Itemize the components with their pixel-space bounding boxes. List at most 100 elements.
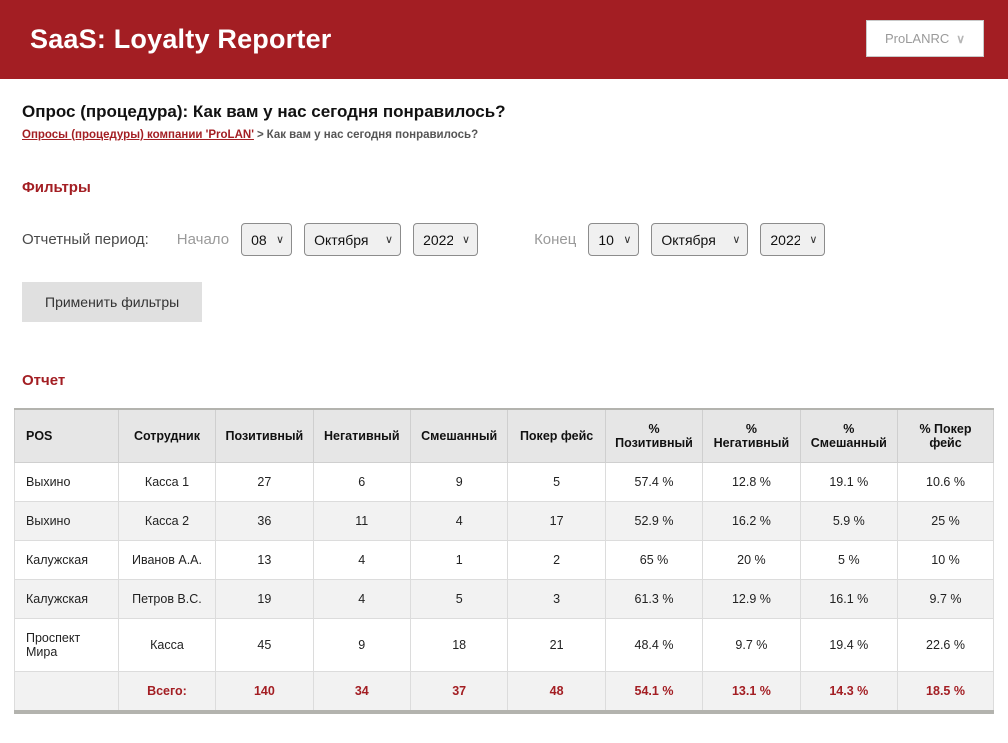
table-row: Калужская Иванов А.А. 13 4 1 2 65 % 20 % 5 % 10 % — [14, 540, 994, 580]
table-cell: 9 — [409, 462, 509, 502]
table-cell: Выхино — [14, 462, 119, 502]
total-cell: 54.1 % — [604, 671, 704, 713]
end-year-select[interactable]: 2022 — [760, 223, 826, 256]
column-header: Смешанный — [409, 408, 509, 463]
table-cell: 52.9 % — [604, 501, 704, 541]
start-year-select[interactable]: 2022 — [413, 223, 479, 256]
table-cell: 6 — [312, 462, 411, 502]
table-cell: 5 — [409, 579, 509, 619]
end-year-select-wrap: 2022 ∨ — [760, 223, 826, 256]
table-cell: 20 % — [702, 540, 801, 580]
breadcrumb-link-surveys[interactable]: Опросы (процедуры) компании 'ProLAN' — [22, 129, 254, 141]
app-title: SaaS: Loyalty Reporter — [30, 24, 332, 54]
table-cell: 12.9 % — [702, 579, 801, 619]
table-cell: 16.2 % — [702, 501, 801, 541]
column-header: Негативный — [312, 408, 411, 463]
end-month-select-wrap: Октября ∨ — [651, 223, 749, 256]
table-row: Калужская Петров В.С. 19 4 5 3 61.3 % 12.9 % 16.… — [14, 579, 994, 619]
breadcrumb-separator: > — [256, 129, 264, 141]
column-header: Сотрудник — [117, 408, 217, 463]
total-row: Всего: 140 34 37 48 54.1 % 13.1 % 14.3 % 18.5 % — [14, 671, 994, 713]
report-table-head: POS Сотрудник Позитивный Негативный Смешанны… — [14, 408, 994, 463]
table-cell: 17 — [507, 501, 606, 541]
total-cell: 14.3 % — [799, 671, 899, 713]
end-month-select[interactable]: Октября — [651, 223, 749, 256]
table-cell: 5 % — [799, 540, 899, 580]
table-cell: 10 % — [897, 540, 994, 580]
table-cell: 4 — [312, 579, 411, 619]
account-dropdown[interactable]: ProLANRC ∨ — [866, 20, 984, 57]
table-cell: 27 — [215, 462, 314, 502]
table-cell: 21 — [507, 618, 606, 672]
total-cell: 37 — [409, 671, 509, 713]
start-day-select-wrap: 08 ∨ — [241, 223, 293, 256]
table-cell: 12.8 % — [702, 462, 801, 502]
table-cell: 45 — [215, 618, 314, 672]
table-cell: Касса 2 — [117, 501, 217, 541]
report-table: POS Сотрудник Позитивный Негативный Смешанны… — [14, 408, 994, 714]
table-cell: 18 — [409, 618, 509, 672]
account-dropdown-label: ProLANRC — [884, 31, 950, 46]
total-cell: 13.1 % — [702, 671, 801, 713]
table-cell: 5.9 % — [799, 501, 899, 541]
start-month-select[interactable]: Октября — [304, 223, 402, 256]
table-cell: 22.6 % — [897, 618, 994, 672]
column-header: POS — [14, 408, 119, 463]
breadcrumb-current: Как вам у нас сегодня понравилось? — [266, 129, 479, 141]
table-cell: Касса — [117, 618, 217, 672]
table-cell: 9.7 % — [702, 618, 801, 672]
table-cell: 10.6 % — [897, 462, 994, 502]
start-month-select-wrap: Октября ∨ — [304, 223, 402, 256]
table-cell: Петров В.С. — [117, 579, 217, 619]
table-cell: 19.4 % — [799, 618, 899, 672]
table-cell: 61.3 % — [604, 579, 704, 619]
column-header: % Покер фейс — [897, 408, 994, 463]
table-cell: Касса 1 — [117, 462, 217, 502]
table-row: Выхино Касса 1 27 6 9 5 57.4 % 12.8 % 19.1 % 10.6… — [14, 462, 994, 502]
total-cell: 18.5 % — [897, 671, 994, 713]
main-content: Опрос (процедура): Как вам у нас сегодня… — [0, 102, 1008, 714]
total-cell: 34 — [312, 671, 411, 713]
total-cell — [14, 671, 119, 713]
table-cell: 36 — [215, 501, 314, 541]
table-row: Проспект Мира Касса 45 9 18 21 48.4 % 9.7 % 19.4… — [14, 618, 994, 672]
header-row: POS Сотрудник Позитивный Негативный Смешанны… — [14, 408, 994, 463]
table-cell: 65 % — [604, 540, 704, 580]
table-cell: 5 — [507, 462, 606, 502]
table-cell: Иванов А.А. — [117, 540, 217, 580]
table-cell: 4 — [409, 501, 509, 541]
app-header: SaaS: Loyalty Reporter ProLANRC ∨ — [0, 0, 1008, 79]
column-header: % Негативный — [702, 408, 801, 463]
end-label: Конец — [534, 231, 577, 248]
start-day-select[interactable]: 08 — [241, 223, 293, 256]
end-day-select-wrap: 10 ∨ — [588, 223, 640, 256]
end-day-select[interactable]: 10 — [588, 223, 640, 256]
report-period-label: Отчетный период: — [22, 231, 149, 248]
report-table-body: Выхино Касса 1 27 6 9 5 57.4 % 12.8 % 19.1 % 10.6… — [14, 462, 994, 713]
column-header: Покер фейс — [507, 408, 606, 463]
table-cell: 2 — [507, 540, 606, 580]
table-cell: 57.4 % — [604, 462, 704, 502]
column-header: Позитивный — [215, 408, 314, 463]
chevron-down-icon: ∨ — [956, 31, 966, 46]
table-cell: 19.1 % — [799, 462, 899, 502]
report-heading: Отчет — [22, 372, 66, 389]
breadcrumb: Опросы (процедуры) компании 'ProLAN' > Как… — [22, 129, 986, 141]
table-cell: 9.7 % — [897, 579, 994, 619]
total-cell: Всего: — [117, 671, 217, 713]
table-cell: 16.1 % — [799, 579, 899, 619]
column-header: % Позитивный — [604, 408, 704, 463]
start-label: Начало — [176, 231, 230, 248]
table-cell: Выхино — [14, 501, 119, 541]
table-cell: 3 — [507, 579, 606, 619]
table-cell: 4 — [312, 540, 411, 580]
table-cell: 1 — [409, 540, 509, 580]
page-title: Опрос (процедура): Как вам у нас сегодня… — [22, 102, 506, 121]
table-cell: 11 — [312, 501, 411, 541]
column-header: % Смешанный — [799, 408, 899, 463]
table-cell: 19 — [215, 579, 314, 619]
total-cell: 140 — [215, 671, 314, 713]
table-cell: 25 % — [897, 501, 994, 541]
table-row: Выхино Касса 2 36 11 4 17 52.9 % 16.2 % 5.9 % 25 … — [14, 501, 994, 541]
apply-filters-button[interactable]: Применить фильтры — [22, 282, 203, 322]
